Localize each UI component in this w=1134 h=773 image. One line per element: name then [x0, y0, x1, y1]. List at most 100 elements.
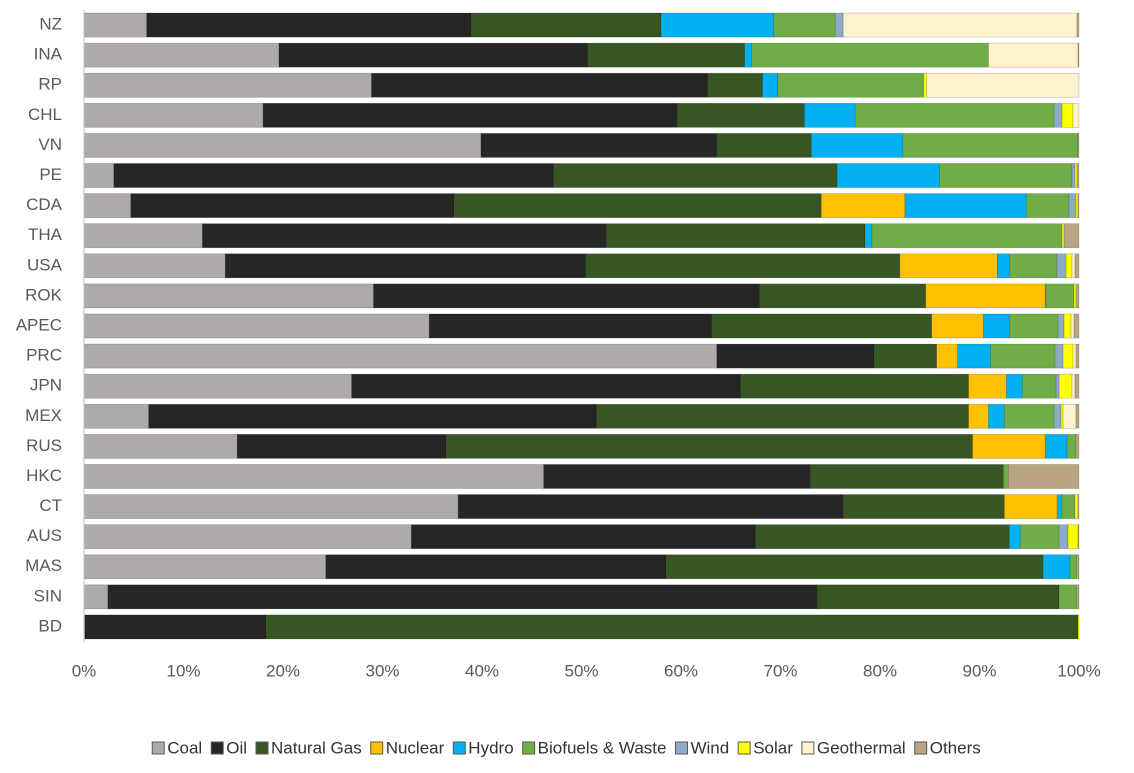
y-tick-label: RP	[38, 75, 62, 94]
bar-segment	[759, 283, 927, 309]
x-tick-label: 100%	[1057, 661, 1100, 680]
bar-segment	[83, 494, 459, 519]
bar-segment	[762, 72, 778, 98]
bar-segment	[113, 163, 554, 188]
bar-segment	[811, 133, 904, 158]
bar-segment	[1075, 283, 1080, 309]
bar-segment	[1077, 614, 1080, 640]
legend-swatch	[370, 741, 384, 755]
bar-segment	[1071, 253, 1076, 279]
bar-segment	[1021, 373, 1057, 399]
y-tick-label: CDA	[26, 195, 63, 214]
bar-segment	[1055, 373, 1060, 399]
bar-segment	[83, 464, 544, 489]
x-tick-label: 50%	[564, 661, 598, 680]
bar-segment	[842, 494, 1005, 519]
bar-segment	[939, 163, 1073, 188]
bar-segment	[923, 72, 928, 98]
bar-segment	[1071, 373, 1076, 399]
bar-segment	[902, 133, 1079, 158]
bar-segment	[1008, 464, 1080, 489]
y-tick-label: INA	[34, 45, 63, 64]
bar-segment	[931, 313, 984, 339]
legend-label: Solar	[753, 738, 793, 757]
bar-segment	[83, 42, 280, 68]
bar-segment	[83, 12, 147, 38]
bar-segment	[1074, 494, 1079, 519]
bar-segment	[1077, 554, 1080, 580]
bar-segment	[1003, 464, 1009, 489]
bar-segment	[707, 72, 763, 98]
y-tick-label: USA	[27, 255, 63, 274]
y-tick-label: CT	[39, 496, 62, 515]
bar-segment	[1056, 253, 1067, 279]
bar-segment	[834, 12, 844, 38]
bar-segment	[1062, 343, 1074, 369]
bar-segment	[676, 102, 805, 128]
legend-swatch	[522, 741, 536, 755]
bar-segment	[83, 403, 149, 429]
legend-swatch	[737, 741, 751, 755]
bar-segment	[1077, 584, 1080, 610]
bar-segment	[810, 464, 1004, 489]
legend-swatch	[210, 741, 224, 755]
bar-segment	[83, 434, 238, 459]
bar-segment	[1076, 12, 1080, 38]
bar-segment	[373, 283, 760, 309]
bar-segment	[1077, 494, 1080, 519]
y-tick-label: MEX	[25, 406, 62, 425]
bar-segment	[1077, 133, 1080, 158]
legend-label: Wind	[690, 738, 729, 757]
bar-segment	[836, 163, 941, 188]
bar-segment	[606, 223, 866, 249]
bar-segment	[428, 313, 713, 339]
bar-segment	[453, 193, 822, 218]
y-tick-label: PRC	[26, 346, 62, 365]
bar-segment	[711, 313, 933, 339]
bar-segment	[988, 42, 1079, 68]
bar-segment	[596, 403, 969, 429]
bar-segment	[1004, 403, 1055, 429]
bar-segment	[83, 163, 115, 188]
bar-segment	[817, 584, 1060, 610]
y-tick-label: AUS	[27, 526, 62, 545]
bar-segment	[1069, 554, 1078, 580]
bar-segment	[1074, 253, 1080, 279]
bar-segment	[1053, 403, 1062, 429]
bar-segment	[1077, 524, 1080, 550]
bar-segment	[83, 193, 132, 218]
bar-segment	[1073, 313, 1080, 339]
bar-segment	[1058, 524, 1069, 550]
bar-segment	[84, 614, 267, 640]
bar-segment	[1071, 163, 1076, 188]
legend-swatch	[914, 741, 928, 755]
x-tick-label: 20%	[266, 661, 300, 680]
bar-segment	[148, 403, 597, 429]
bar-segment	[83, 102, 264, 128]
y-tick-label: RUS	[26, 436, 62, 455]
bar-segment	[988, 403, 1005, 429]
bar-segment	[543, 464, 811, 489]
bar-segment	[804, 102, 856, 128]
bar-segment	[83, 283, 374, 309]
bar-segment	[1077, 193, 1080, 218]
bar-segment	[83, 223, 203, 249]
bar-segment	[130, 193, 455, 218]
bar-segment	[899, 253, 998, 279]
bar-segment	[553, 163, 838, 188]
bar-segment	[1062, 403, 1077, 429]
y-tick-label: APEC	[16, 315, 62, 334]
bar-segment	[1070, 313, 1075, 339]
bar-segment	[1042, 554, 1071, 580]
bar-segment	[585, 253, 901, 279]
bar-segment	[904, 193, 1027, 218]
bar-segment	[1009, 253, 1058, 279]
bar-segment	[445, 434, 973, 459]
bar-segment	[983, 313, 1010, 339]
bar-segment	[957, 343, 991, 369]
legend-label: Oil	[226, 738, 247, 757]
bar-segment	[1004, 494, 1058, 519]
bar-segment	[1072, 343, 1077, 369]
bar-segment	[83, 584, 109, 610]
x-tick-label: 90%	[962, 661, 996, 680]
